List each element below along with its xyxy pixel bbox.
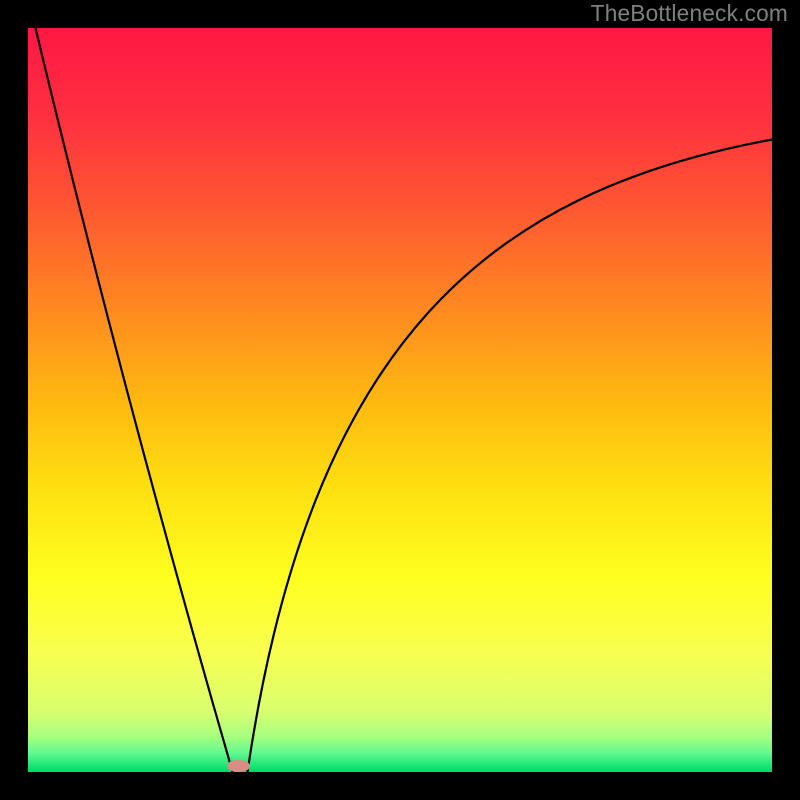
valley-marker [227, 760, 251, 772]
outer-frame: TheBottleneck.com [0, 0, 800, 800]
curve-svg [28, 28, 772, 772]
gradient-background [28, 28, 772, 772]
watermark-text: TheBottleneck.com [591, 0, 788, 27]
plot-area [28, 28, 772, 772]
